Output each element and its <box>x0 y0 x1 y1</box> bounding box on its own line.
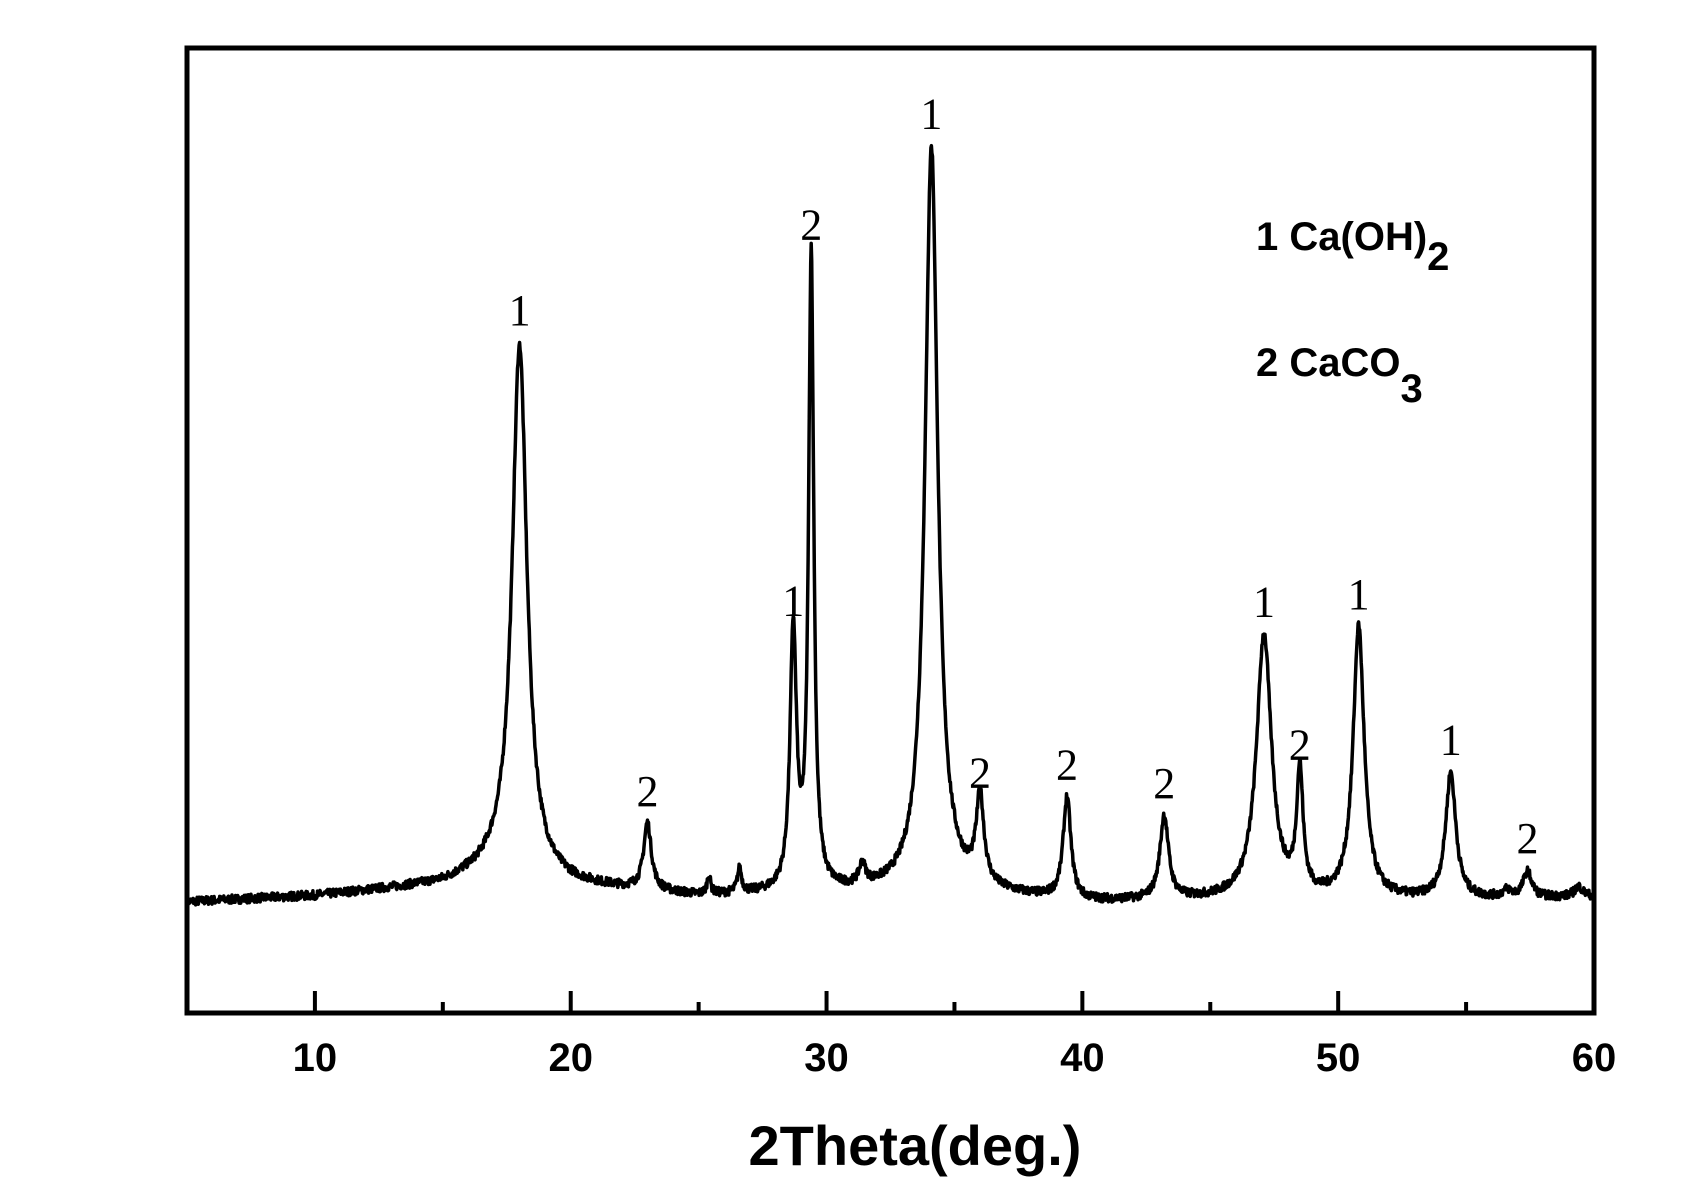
x-tick-label: 30 <box>804 1036 849 1080</box>
legend-entry-1: 1 Ca(OH)2 <box>1256 215 1449 279</box>
x-tick-label: 60 <box>1572 1036 1617 1080</box>
peak-label: 2 <box>1516 814 1538 863</box>
x-tick-label: 20 <box>548 1036 593 1080</box>
legend-entry-1-number: 1 <box>1256 215 1278 259</box>
peak-label: 1 <box>509 286 531 335</box>
legend-entry-2-compound: CaCO <box>1289 341 1400 385</box>
x-tick-label: 40 <box>1060 1036 1105 1080</box>
peak-label: 2 <box>969 748 991 797</box>
peak-label: 2 <box>800 200 822 249</box>
legend-entry-2-number: 2 <box>1256 341 1278 385</box>
peak-labels: 1 2 1 2 1 2 2 2 1 2 1 1 2 <box>509 89 1539 863</box>
legend-entry-2: 2 CaCO3 <box>1256 341 1423 411</box>
peak-label: 2 <box>1153 759 1175 808</box>
legend-entry-1-subscript: 2 <box>1427 235 1449 279</box>
x-axis-ticks <box>312 991 1596 1013</box>
peak-label: 1 <box>1348 570 1370 619</box>
x-axis-title: 2Theta(deg.) <box>749 1114 1082 1177</box>
legend: 1 Ca(OH)2 2 CaCO3 <box>1256 215 1449 411</box>
peak-label: 1 <box>1253 578 1275 627</box>
peak-label: 2 <box>1289 720 1311 769</box>
xrd-pattern-line <box>185 143 1596 907</box>
x-tick-label: 50 <box>1316 1036 1361 1080</box>
legend-entry-1-compound: Ca(OH) <box>1289 215 1427 259</box>
x-tick-label: 10 <box>293 1036 338 1080</box>
x-axis-tick-labels: 10 20 30 40 50 60 <box>293 1036 1617 1080</box>
legend-entry-2-subscript: 3 <box>1401 367 1423 411</box>
plot-frame <box>184 45 1597 1016</box>
peak-label: 2 <box>1056 741 1078 790</box>
peak-label: 1 <box>920 89 942 138</box>
peak-label: 1 <box>1440 716 1462 765</box>
peak-label: 2 <box>636 767 658 816</box>
peak-label: 1 <box>782 577 804 626</box>
